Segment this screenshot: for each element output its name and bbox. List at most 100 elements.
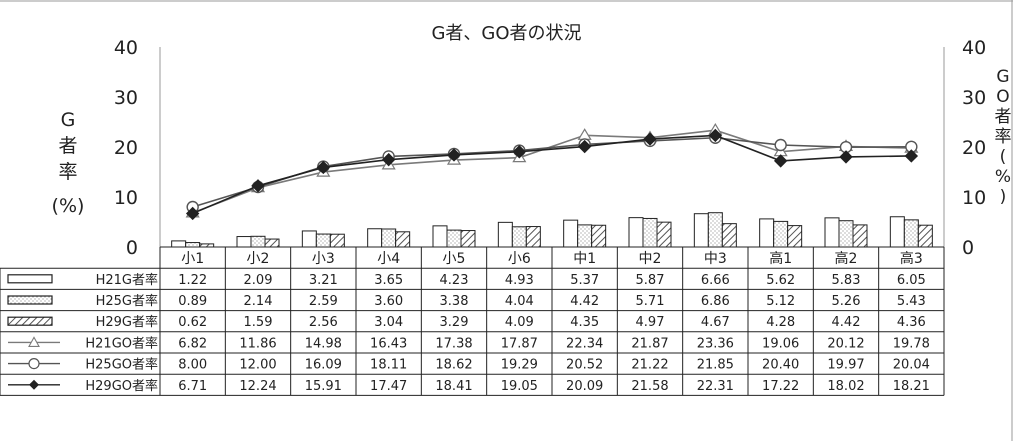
series-point — [185, 206, 200, 221]
legend-label: H25GO者率 — [85, 357, 158, 373]
category-label: 中3 — [704, 251, 727, 267]
data-label: 20.09 — [566, 379, 603, 394]
bar — [852, 224, 868, 248]
category-label: 小3 — [312, 251, 335, 267]
data-label: 12.00 — [239, 358, 276, 373]
left-tick-label: 10 — [114, 187, 138, 209]
bar — [656, 221, 672, 248]
data-label: 20.40 — [762, 358, 799, 373]
data-label: 23.36 — [697, 336, 734, 351]
data-label: 17.47 — [370, 379, 407, 394]
data-label: 19.97 — [827, 358, 864, 373]
data-label: 4.36 — [897, 315, 926, 330]
left-tick-label: 0 — [126, 237, 138, 259]
category-label: 中2 — [639, 251, 662, 267]
series-point — [447, 148, 461, 162]
data-label: 6.86 — [701, 294, 730, 309]
right-tick-label: 10 — [962, 187, 986, 209]
series-point — [381, 152, 396, 167]
data-label: 16.09 — [305, 358, 342, 373]
data-label: 3.65 — [374, 273, 403, 288]
data-label: 17.38 — [435, 336, 472, 351]
data-label: 2.56 — [309, 315, 338, 330]
data-label: 5.37 — [570, 273, 599, 288]
bar — [236, 236, 252, 248]
data-label: 3.38 — [440, 294, 469, 309]
data-label: 20.52 — [566, 358, 603, 373]
legend-label: H29G者率 — [96, 314, 158, 330]
series-point — [316, 160, 331, 175]
right-axis-label-char: % — [995, 167, 1011, 187]
data-label: 3.04 — [374, 315, 403, 330]
right-axis-label-char: G — [996, 67, 1009, 87]
category-label: 小5 — [443, 251, 466, 267]
bar — [497, 221, 513, 248]
chart-title: G者、GO者の状況 — [431, 23, 582, 44]
bar — [824, 217, 840, 248]
left-tick-label: 20 — [114, 137, 138, 159]
category-label: 小1 — [181, 251, 204, 267]
data-label: 18.21 — [893, 379, 930, 394]
series-point — [773, 154, 788, 168]
right-tick-label: 30 — [962, 87, 986, 109]
bar — [693, 213, 709, 248]
bar — [432, 225, 448, 248]
bar — [511, 226, 527, 248]
data-label: 19.05 — [501, 379, 538, 394]
data-label: 4.28 — [766, 315, 795, 330]
series-line — [192, 134, 912, 215]
data-label: 6.82 — [178, 336, 207, 351]
data-label: 16.43 — [370, 336, 407, 351]
right-axis-label-char: ( — [1000, 147, 1007, 167]
legend-key-marker — [28, 336, 40, 347]
series-point — [643, 132, 657, 146]
data-label: 3.21 — [309, 273, 338, 288]
legend-key-marker — [29, 379, 39, 390]
series-point — [512, 145, 527, 159]
data-label: 22.34 — [566, 336, 603, 351]
data-label: 22.31 — [697, 379, 734, 394]
category-label: 小2 — [247, 251, 270, 267]
data-label: 2.09 — [244, 273, 273, 288]
bar — [642, 217, 658, 248]
data-label: 19.29 — [501, 358, 538, 373]
right-axis-label-char: 者 — [995, 107, 1012, 127]
legend-key-bar — [7, 295, 53, 305]
left-tick-label: 40 — [114, 37, 138, 59]
data-label: 5.26 — [832, 294, 861, 309]
data-label: 1.59 — [244, 315, 273, 330]
series-point — [251, 179, 265, 193]
right-axis-label-char: O — [996, 87, 1009, 107]
bar — [787, 225, 803, 248]
bar — [171, 240, 187, 248]
data-label: 17.22 — [762, 379, 799, 394]
data-label: 3.60 — [374, 294, 403, 309]
left-axis-label-char: 率 — [58, 161, 77, 183]
data-label: 6.66 — [701, 273, 730, 288]
legend-label: H25G者率 — [96, 293, 158, 309]
data-label: 19.78 — [893, 336, 930, 351]
left-axis-label-char: 者 — [58, 135, 77, 157]
bar — [903, 219, 919, 248]
category-label: 小6 — [508, 251, 531, 267]
data-label: 20.04 — [893, 358, 930, 373]
data-label: 18.11 — [370, 358, 407, 373]
data-label: 4.93 — [505, 273, 534, 288]
data-label: 5.43 — [897, 294, 926, 309]
bar — [759, 218, 775, 248]
bar — [889, 216, 905, 248]
right-axis-label-char: ) — [1000, 187, 1007, 207]
category-label: 高3 — [900, 250, 923, 267]
bar — [563, 219, 579, 248]
series-point — [774, 138, 787, 152]
category-label: 高2 — [835, 250, 858, 267]
data-label: 18.62 — [435, 358, 472, 373]
series-point — [839, 150, 853, 164]
data-label: 4.23 — [440, 273, 469, 288]
bar — [367, 228, 383, 248]
data-label: 17.87 — [501, 336, 538, 351]
bar — [628, 217, 644, 248]
right-tick-label: 40 — [962, 37, 986, 59]
data-label: 6.05 — [897, 273, 926, 288]
series-line — [192, 129, 912, 214]
